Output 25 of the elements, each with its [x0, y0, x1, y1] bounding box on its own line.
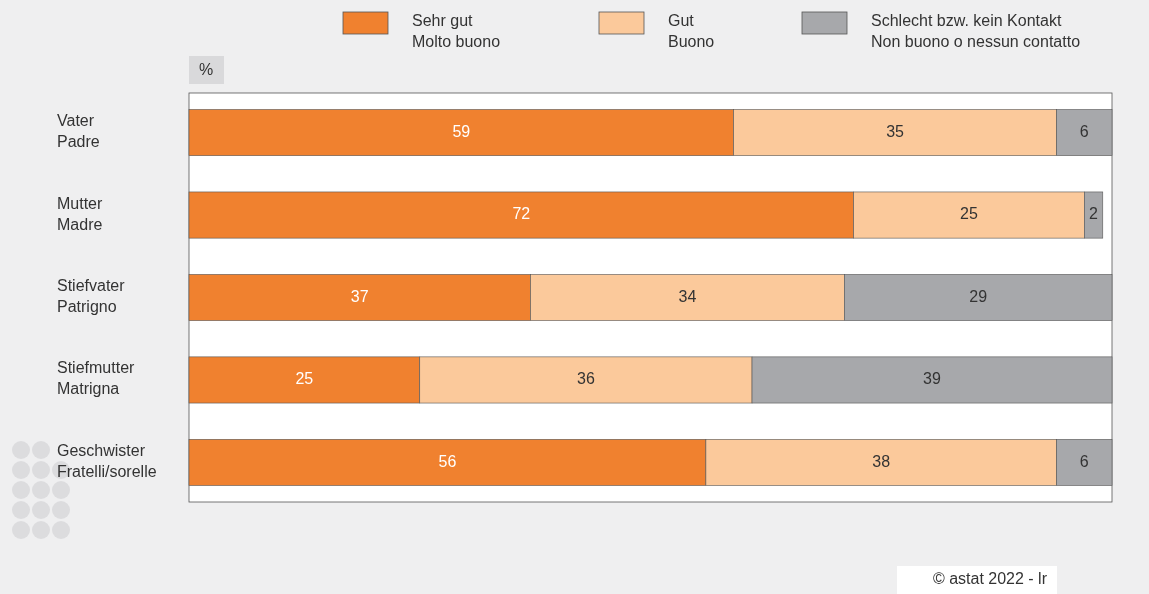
data-label: 39: [923, 370, 942, 388]
legend-label: Sehr gut Molto buono: [412, 11, 501, 50]
y-tick-label: Geschwister Fratelli/sorelle: [57, 442, 157, 481]
data-label: 25: [960, 205, 978, 223]
y-tick-label: Stiefvater Patrigno: [57, 277, 126, 316]
data-label: 2: [1089, 205, 1099, 223]
data-label: 56: [438, 452, 457, 470]
data-label: 25: [295, 370, 314, 388]
data-label: 36: [576, 370, 595, 388]
data-label: 6: [1079, 122, 1089, 140]
data-label: 29: [969, 287, 988, 305]
data-label: 35: [886, 122, 905, 140]
data-label: 6: [1079, 452, 1089, 470]
x-axis-title: %: [198, 61, 214, 79]
data-label: 37: [350, 287, 369, 305]
legend-label: Gut Buono: [668, 11, 715, 50]
data-label: 38: [872, 452, 891, 470]
y-tick-label: Stiefmutter Matrigna: [57, 359, 136, 398]
y-tick-label: Mutter Madre: [57, 194, 104, 233]
legend-label: Schlecht bzw. kein Kontakt Non buono o nessun contatto: [871, 11, 1081, 50]
data-label: 59: [452, 122, 471, 140]
y-tick-label: Vater Padre: [57, 112, 100, 151]
data-label: 34: [678, 287, 697, 305]
data-label: 72: [512, 205, 531, 223]
text: © astat 2022 - lr: [932, 570, 1048, 588]
